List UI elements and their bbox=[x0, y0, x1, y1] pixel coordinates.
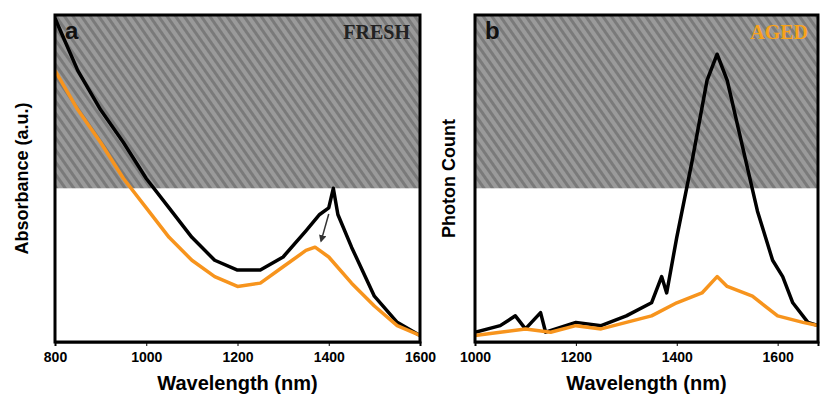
spectrum-line bbox=[475, 54, 818, 332]
figure: 800 1000 1200 1400 1600 Wavelength (nm) Absorb… bbox=[0, 0, 827, 403]
tick-label: 1400 bbox=[314, 349, 345, 365]
tick-mark bbox=[677, 342, 678, 346]
x-axis: 800 1000 1200 1400 1600 bbox=[44, 342, 436, 365]
tick-label: 1600 bbox=[405, 349, 436, 365]
tick-mark bbox=[420, 342, 421, 346]
x-axis-line bbox=[476, 343, 819, 347]
tick-mark bbox=[55, 342, 56, 346]
tick-label: 800 bbox=[44, 349, 68, 365]
x-tick: 1400 bbox=[662, 342, 693, 365]
x-tick: 1600 bbox=[405, 342, 436, 365]
x-tick: 1200 bbox=[222, 342, 253, 365]
x-axis-title: Wavelength (nm) bbox=[566, 372, 726, 394]
tem-image bbox=[55, 15, 420, 188]
panel-letter: a bbox=[65, 17, 79, 44]
annotation: AGED bbox=[750, 21, 808, 43]
x-tick: 1600 bbox=[763, 342, 794, 365]
tick-mark bbox=[238, 342, 239, 346]
plot-frame bbox=[475, 15, 818, 342]
tick-mark bbox=[778, 342, 779, 346]
x-tick: 1400 bbox=[314, 342, 345, 365]
x-tick: 1000 bbox=[131, 342, 162, 365]
x-tick: 800 bbox=[44, 342, 68, 365]
x-axis-title: Wavelength (nm) bbox=[157, 372, 317, 394]
x-tick: 1200 bbox=[561, 342, 592, 365]
plot-area bbox=[475, 54, 818, 335]
tick-label: 1200 bbox=[222, 349, 253, 365]
annotation: FRESH bbox=[343, 21, 410, 43]
tick-label: 1000 bbox=[460, 349, 491, 365]
panel-letter: b bbox=[485, 17, 500, 44]
x-axis: 1000 1200 1400 1600 bbox=[460, 342, 819, 365]
panel: 800 1000 1200 1400 1600 Wavelength (nm) Absorb… bbox=[12, 15, 436, 394]
tick-mark bbox=[475, 342, 476, 346]
plot-area bbox=[55, 18, 420, 335]
tick-mark bbox=[329, 342, 330, 346]
spectrum-line bbox=[55, 18, 420, 335]
tick-label: 1000 bbox=[131, 349, 162, 365]
spectrum-line bbox=[475, 277, 818, 336]
x-axis-line bbox=[56, 343, 421, 347]
panel: 1000 1200 1400 1600 Wavelength (nm) Photon Co… bbox=[439, 15, 819, 394]
tick-mark bbox=[576, 342, 577, 346]
plot-frame bbox=[55, 15, 420, 342]
shift-arrow bbox=[321, 214, 329, 241]
y-axis-title: Absorbance (a.u.) bbox=[12, 102, 32, 254]
tick-label: 1600 bbox=[763, 349, 794, 365]
y-axis-title: Photon Count bbox=[439, 119, 459, 238]
x-tick: 1000 bbox=[460, 342, 491, 365]
tem-image bbox=[475, 15, 818, 188]
tick-mark bbox=[146, 342, 147, 346]
spectrum-line bbox=[55, 71, 420, 336]
tick-label: 1200 bbox=[561, 349, 592, 365]
tick-label: 1400 bbox=[662, 349, 693, 365]
